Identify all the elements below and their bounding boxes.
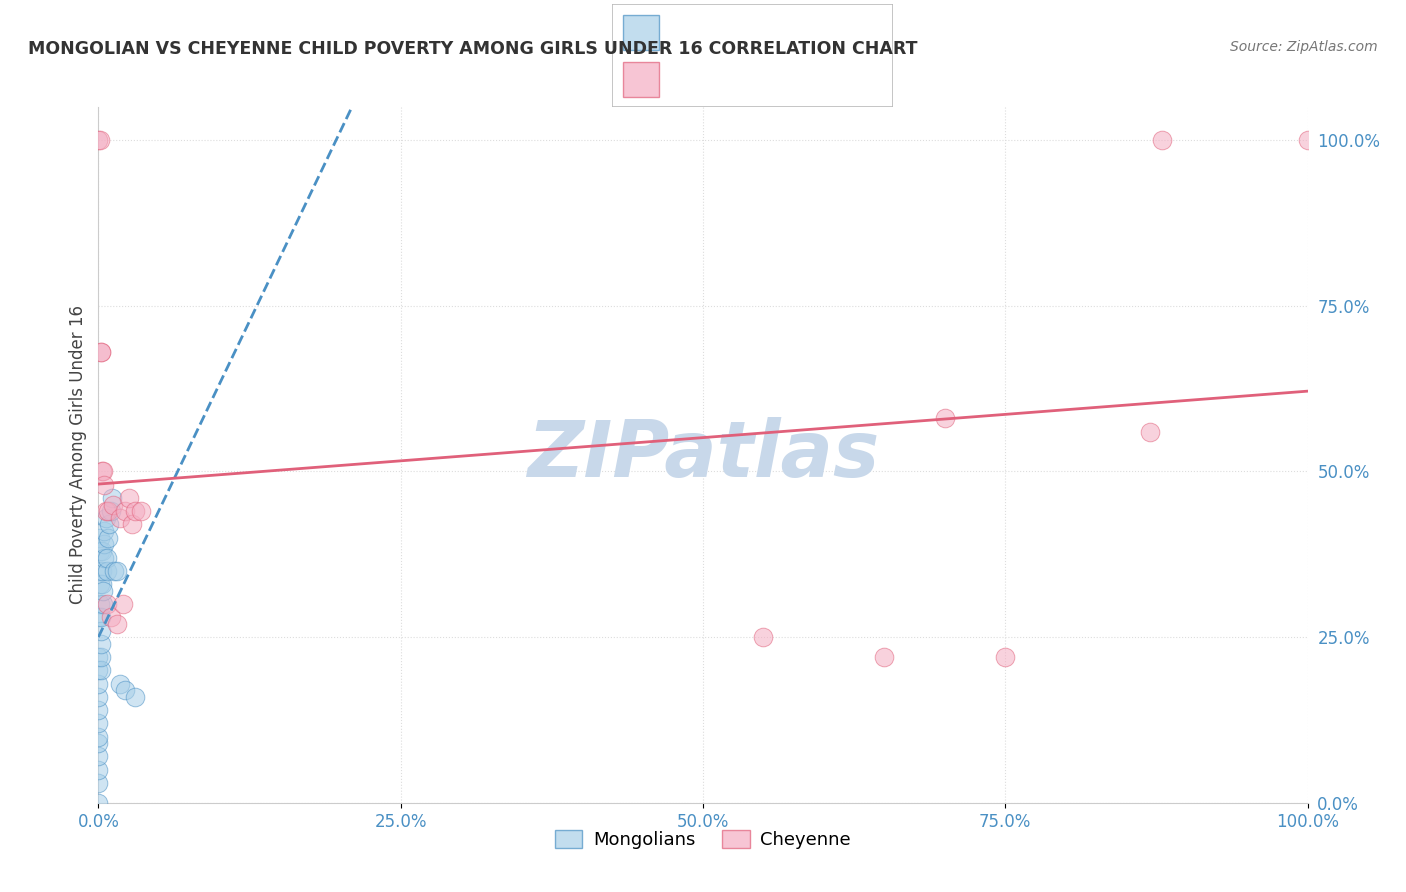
Point [87, 763, 110, 777]
Point [100, 504, 122, 518]
Point [129, 504, 152, 518]
Point [89, 564, 111, 578]
Point [94, 511, 117, 525]
Text: R = 0.244: R = 0.244 [673, 70, 756, 88]
Point [1139, 425, 1161, 439]
Point [91, 465, 114, 479]
Point [108, 511, 131, 525]
Point [87, 690, 110, 704]
Point [114, 504, 136, 518]
Point [87, 736, 110, 750]
Text: MONGOLIAN VS CHEYENNE CHILD POVERTY AMONG GIRLS UNDER 16 CORRELATION CHART: MONGOLIAN VS CHEYENNE CHILD POVERTY AMON… [28, 40, 918, 58]
Point [934, 411, 956, 425]
Point [752, 630, 775, 644]
Text: ZIPatlas: ZIPatlas [527, 417, 879, 493]
Point [118, 491, 141, 505]
Point [91, 544, 114, 558]
Point [103, 564, 125, 578]
Point [96, 564, 118, 578]
Point [90, 650, 112, 665]
Point [93, 550, 115, 565]
Point [89, 133, 111, 147]
Point [90, 624, 112, 638]
Point [96, 597, 118, 611]
Point [87, 650, 110, 665]
Y-axis label: Child Poverty Among Girls Under 16: Child Poverty Among Girls Under 16 [69, 305, 87, 605]
Point [93, 477, 115, 491]
Point [100, 491, 122, 505]
Point [97, 504, 120, 518]
FancyBboxPatch shape [623, 15, 659, 50]
Point [93, 524, 115, 538]
Point [87, 730, 110, 744]
Point [93, 537, 115, 551]
Point [1152, 133, 1174, 147]
Point [89, 544, 111, 558]
Point [87, 796, 110, 810]
Legend: Mongolians, Cheyenne: Mongolians, Cheyenne [548, 822, 858, 856]
Point [124, 690, 146, 704]
Point [91, 597, 114, 611]
Text: N = 43: N = 43 [780, 23, 842, 41]
Point [98, 517, 121, 532]
Point [101, 498, 124, 512]
Point [87, 610, 110, 624]
Point [105, 616, 128, 631]
Point [873, 650, 896, 665]
Point [87, 133, 110, 147]
Point [121, 517, 143, 532]
Text: R = 0.018: R = 0.018 [673, 23, 756, 41]
Point [91, 583, 114, 598]
Point [114, 683, 136, 698]
Point [91, 465, 114, 479]
Point [89, 531, 111, 545]
Point [90, 345, 112, 359]
Point [87, 716, 110, 731]
Point [87, 749, 110, 764]
Point [105, 564, 128, 578]
Point [96, 550, 118, 565]
Point [90, 345, 112, 359]
Point [108, 676, 131, 690]
Point [90, 663, 112, 677]
FancyBboxPatch shape [623, 62, 659, 96]
Point [87, 663, 110, 677]
Point [89, 577, 111, 591]
Point [90, 610, 112, 624]
Point [1296, 133, 1319, 147]
Point [97, 531, 120, 545]
Point [94, 504, 117, 518]
Text: Source: ZipAtlas.com: Source: ZipAtlas.com [1230, 40, 1378, 54]
Point [87, 776, 110, 790]
Point [91, 564, 114, 578]
Point [111, 597, 134, 611]
Point [994, 650, 1017, 665]
Point [100, 610, 122, 624]
Text: N = 27: N = 27 [780, 70, 842, 88]
Point [124, 504, 146, 518]
FancyBboxPatch shape [612, 4, 893, 107]
Point [89, 597, 111, 611]
Point [87, 703, 110, 717]
Point [91, 577, 114, 591]
Point [90, 637, 112, 651]
Point [87, 676, 110, 690]
